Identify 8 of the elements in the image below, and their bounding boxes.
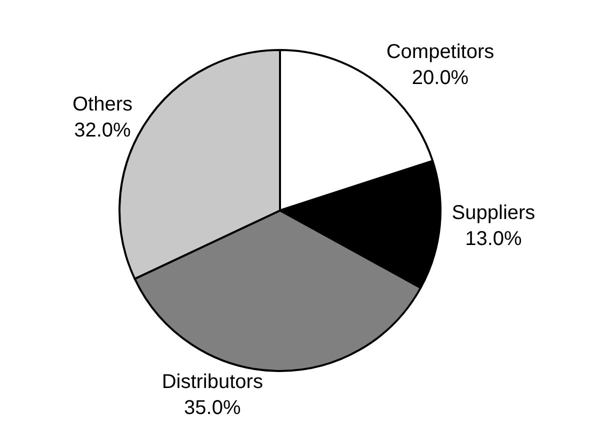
- slice-label: Others: [72, 94, 132, 116]
- slice-label: Competitors: [386, 40, 494, 63]
- data-label: 20.0%: [412, 66, 469, 89]
- data-label: 35.0%: [184, 396, 241, 419]
- slice-label: Distributors: [162, 370, 263, 393]
- data-label: 13.0%: [465, 228, 522, 250]
- slice-label: Suppliers: [452, 202, 536, 224]
- data-label: 32.0%: [74, 120, 132, 142]
